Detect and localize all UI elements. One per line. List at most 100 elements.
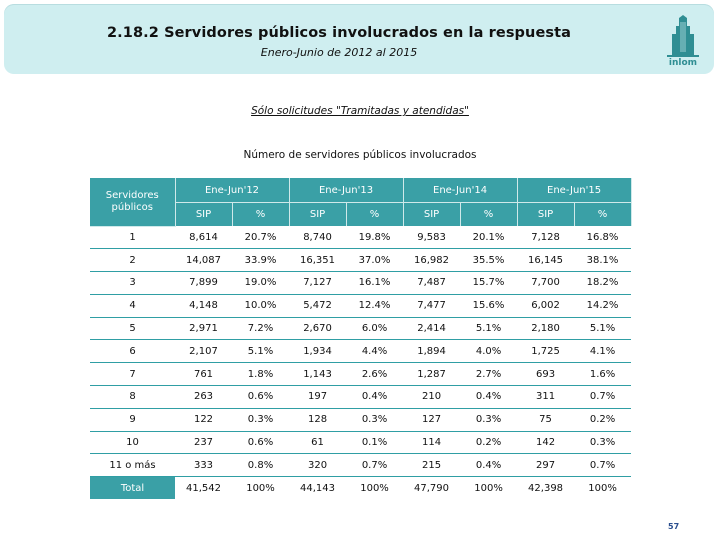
cell-percent: 0.7%: [574, 453, 632, 478]
row-label: 1: [90, 226, 175, 250]
cell-percent: 100%: [246, 482, 275, 494]
cell-percent: 37.0%: [346, 248, 404, 273]
cell-sip: 1,725: [517, 339, 575, 364]
cell-percent: 100%: [474, 482, 503, 494]
cell-sip: 7,477: [403, 294, 461, 318]
cell-percent: 7.2%: [232, 317, 290, 341]
cell-percent: 2.7%: [460, 362, 518, 387]
cell-sip: 311: [517, 385, 575, 409]
cell-percent: 1.8%: [232, 362, 290, 387]
cell-percent: 12.4%: [346, 294, 404, 318]
cell-percent: 20.1%: [460, 226, 518, 250]
cell-sip: 6,002: [517, 294, 575, 318]
table-row: 11 o más 333 0.8% 320 0.7% 215 0.4% 297 0.7%: [90, 453, 632, 478]
cell-percent: 4.1%: [574, 339, 632, 364]
cell-sip: 16,982: [403, 248, 461, 273]
cell-percent: 14.2%: [574, 294, 632, 318]
row-label: 10: [90, 431, 175, 455]
cell-sip: 75: [517, 408, 575, 432]
cell-percent: 5.1%: [232, 339, 290, 364]
page-title: 2.18.2 Servidores públicos involucrados …: [106, 25, 572, 41]
cell-sip: 7,127: [289, 271, 347, 295]
cell-sip: 4,148: [175, 294, 232, 318]
logo-wordmark: inlom: [668, 58, 698, 68]
cell-percent: 0.2%: [460, 431, 518, 455]
cell-percent: 6.0%: [346, 317, 404, 341]
row-label: 11 o más: [90, 453, 175, 478]
table-row: 6 2,107 5.1% 1,934 4.4% 1,894 4.0% 1,725 4.1%: [90, 339, 632, 364]
page-subtitle: Enero-Junio de 2012 al 2015: [260, 46, 418, 59]
table-row: 9 122 0.3% 128 0.3% 127 0.3% 75 0.2%: [90, 408, 632, 432]
cell-percent: 5.1%: [460, 317, 518, 341]
sub-header-pct: %: [346, 202, 404, 226]
table-row: 4 4,148 10.0% 5,472 12.4% 7,477 15.6% 6,002 14.2…: [90, 294, 632, 318]
cell-percent: 16.8%: [574, 226, 632, 250]
cell-percent: 0.2%: [574, 408, 632, 432]
table-title: Número de servidores públicos involucrad…: [243, 149, 477, 161]
cell-sip: 7,700: [517, 271, 575, 295]
servidores-table: Servidores públicos Ene-Jun'12 Ene-Jun'1…: [90, 178, 632, 500]
row-label: 2: [90, 248, 175, 273]
cell-sip: 16,351: [289, 248, 347, 273]
sub-header-pct: %: [460, 202, 518, 226]
cell-percent: 0.3%: [574, 431, 632, 455]
cell-sip: 693: [517, 362, 575, 387]
period-header-2012: Ene-Jun'12: [175, 178, 290, 203]
period-header-2014: Ene-Jun'14: [403, 178, 518, 203]
table-row: 1 8,614 20.7% 8,740 19.8% 9,583 20.1% 7,128 16.8…: [90, 226, 632, 250]
city-monument-icon: [667, 15, 699, 57]
cell-sip: 42,398: [528, 482, 564, 494]
cell-sip: 16,145: [517, 248, 575, 273]
cell-sip: 237: [175, 431, 232, 455]
row-label: Total: [90, 476, 175, 500]
filter-note: Sólo solicitudes "Tramitadas y atendidas…: [251, 105, 469, 117]
sub-header-pct: %: [232, 202, 290, 226]
cell-sip: 263: [175, 385, 232, 409]
sub-header-sip: SIP: [403, 202, 461, 226]
cell-percent: 16.1%: [346, 271, 404, 295]
cell-percent: 0.4%: [460, 453, 518, 478]
cell-sip: 61: [289, 431, 347, 455]
cell-percent: 15.6%: [460, 294, 518, 318]
cell-percent: 19.0%: [232, 271, 290, 295]
cell-sip: 210: [403, 385, 461, 409]
table-body: 1 8,614 20.7% 8,740 19.8% 9,583 20.1% 7,128 16.8…: [90, 226, 632, 500]
cell-sip: 128: [289, 408, 347, 432]
cell-percent: 0.3%: [460, 408, 518, 432]
cell-percent: 5.1%: [574, 317, 632, 341]
cell-percent: 100%: [360, 482, 389, 494]
row-label: 8: [90, 385, 175, 409]
row-label: 4: [90, 294, 175, 318]
cell-percent: 15.7%: [460, 271, 518, 295]
cell-percent: 4.4%: [346, 339, 404, 364]
cell-percent: 0.3%: [346, 408, 404, 432]
cell-sip: 297: [517, 453, 575, 478]
row-label: 3: [90, 271, 175, 295]
cell-percent: 0.3%: [232, 408, 290, 432]
cell-sip: 2,107: [175, 339, 232, 364]
cell-sip: 1,934: [289, 339, 347, 364]
cell-sip: 333: [175, 453, 232, 478]
cell-sip: 5,472: [289, 294, 347, 318]
period-header-2015: Ene-Jun'15: [517, 178, 632, 203]
cell-percent: 35.5%: [460, 248, 518, 273]
table-row: 2 14,087 33.9% 16,351 37.0% 16,982 35.5% 16,145…: [90, 248, 632, 273]
cell-sip: 7,487: [403, 271, 461, 295]
cell-percent: 0.1%: [346, 431, 404, 455]
cell-sip: 2,180: [517, 317, 575, 341]
cell-sip: 1,894: [403, 339, 461, 364]
cell-percent: 100%: [588, 482, 617, 494]
cell-sip: 142: [517, 431, 575, 455]
table-row: 3 7,899 19.0% 7,127 16.1% 7,487 15.7% 7,700 18.2…: [90, 271, 632, 295]
cell-percent: 0.8%: [232, 453, 290, 478]
cell-percent: 18.2%: [574, 271, 632, 295]
cell-percent: 20.7%: [232, 226, 290, 250]
row-label: 5: [90, 317, 175, 341]
cell-percent: 0.7%: [346, 453, 404, 478]
row-label: 9: [90, 408, 175, 432]
cell-sip: 7,128: [517, 226, 575, 250]
cell-sip: 2,971: [175, 317, 232, 341]
cell-sip: 7,899: [175, 271, 232, 295]
table-row: 7 761 1.8% 1,143 2.6% 1,287 2.7% 693 1.6%: [90, 362, 632, 387]
row-label: 6: [90, 339, 175, 364]
